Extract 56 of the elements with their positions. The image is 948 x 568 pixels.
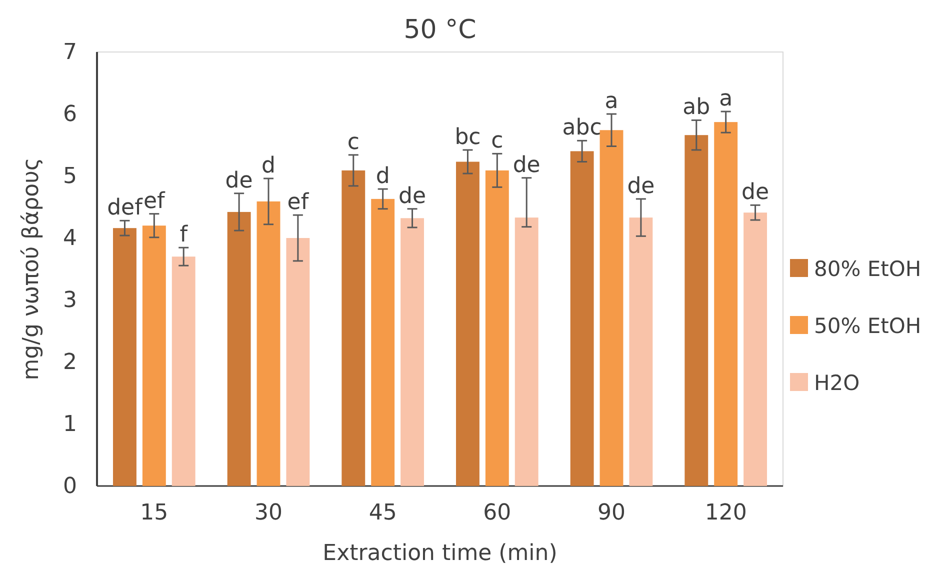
bar <box>684 135 708 486</box>
legend-label: 50% EtOH <box>814 314 922 338</box>
legend-label: 80% EtOH <box>814 257 922 281</box>
bar <box>456 162 480 486</box>
data-label: ef <box>144 188 166 214</box>
data-label: de <box>742 180 770 206</box>
x-tick-label: 120 <box>704 500 747 526</box>
data-label: def <box>107 196 144 221</box>
data-label: bc <box>454 124 481 150</box>
data-label: c <box>347 130 360 155</box>
y-tick-label: 4 <box>63 226 77 252</box>
x-tick-label: 15 <box>140 500 168 526</box>
bar <box>514 218 538 486</box>
bar <box>342 170 366 486</box>
bar <box>256 201 280 486</box>
legend-label: H2O <box>814 371 860 395</box>
data-label: d <box>376 164 390 190</box>
bar <box>172 256 196 486</box>
bar <box>629 218 653 486</box>
bar <box>371 198 395 486</box>
bar <box>714 122 738 486</box>
bar <box>227 212 251 486</box>
data-label: ef <box>287 190 310 216</box>
data-label: de <box>398 184 426 209</box>
data-label: de <box>225 168 253 194</box>
data-label: c <box>491 128 504 154</box>
bar <box>400 218 424 486</box>
y-tick-label: 5 <box>63 164 77 190</box>
y-axis-title: mg/g νωπού βάρους <box>19 158 44 380</box>
data-label: de <box>627 174 655 199</box>
y-tick-label: 3 <box>63 288 77 314</box>
y-tick-label: 7 <box>63 40 77 66</box>
bar <box>113 228 136 486</box>
bar <box>570 151 594 486</box>
data-label: f <box>180 222 189 248</box>
x-tick-label: 60 <box>483 500 512 526</box>
y-tick-label: 0 <box>63 474 77 500</box>
data-label: abc <box>562 116 602 141</box>
x-tick-label: 90 <box>598 500 626 526</box>
y-tick-label: 6 <box>63 102 77 128</box>
data-label: d <box>262 153 276 178</box>
data-label: ab <box>682 95 710 120</box>
y-tick-label: 2 <box>63 350 77 376</box>
x-axis-title: Extraction time (min) <box>322 541 558 566</box>
bar <box>485 170 509 486</box>
bar <box>286 238 310 486</box>
bar <box>744 212 767 486</box>
data-label: a <box>604 89 618 114</box>
bar <box>142 226 166 486</box>
x-tick-label: 30 <box>254 500 282 526</box>
bar <box>600 130 624 486</box>
data-label: de <box>512 152 540 178</box>
data-label: a <box>719 86 733 112</box>
chart-title: 50 °C <box>404 15 476 45</box>
x-tick-label: 45 <box>368 500 397 526</box>
y-tick-label: 1 <box>63 412 77 438</box>
